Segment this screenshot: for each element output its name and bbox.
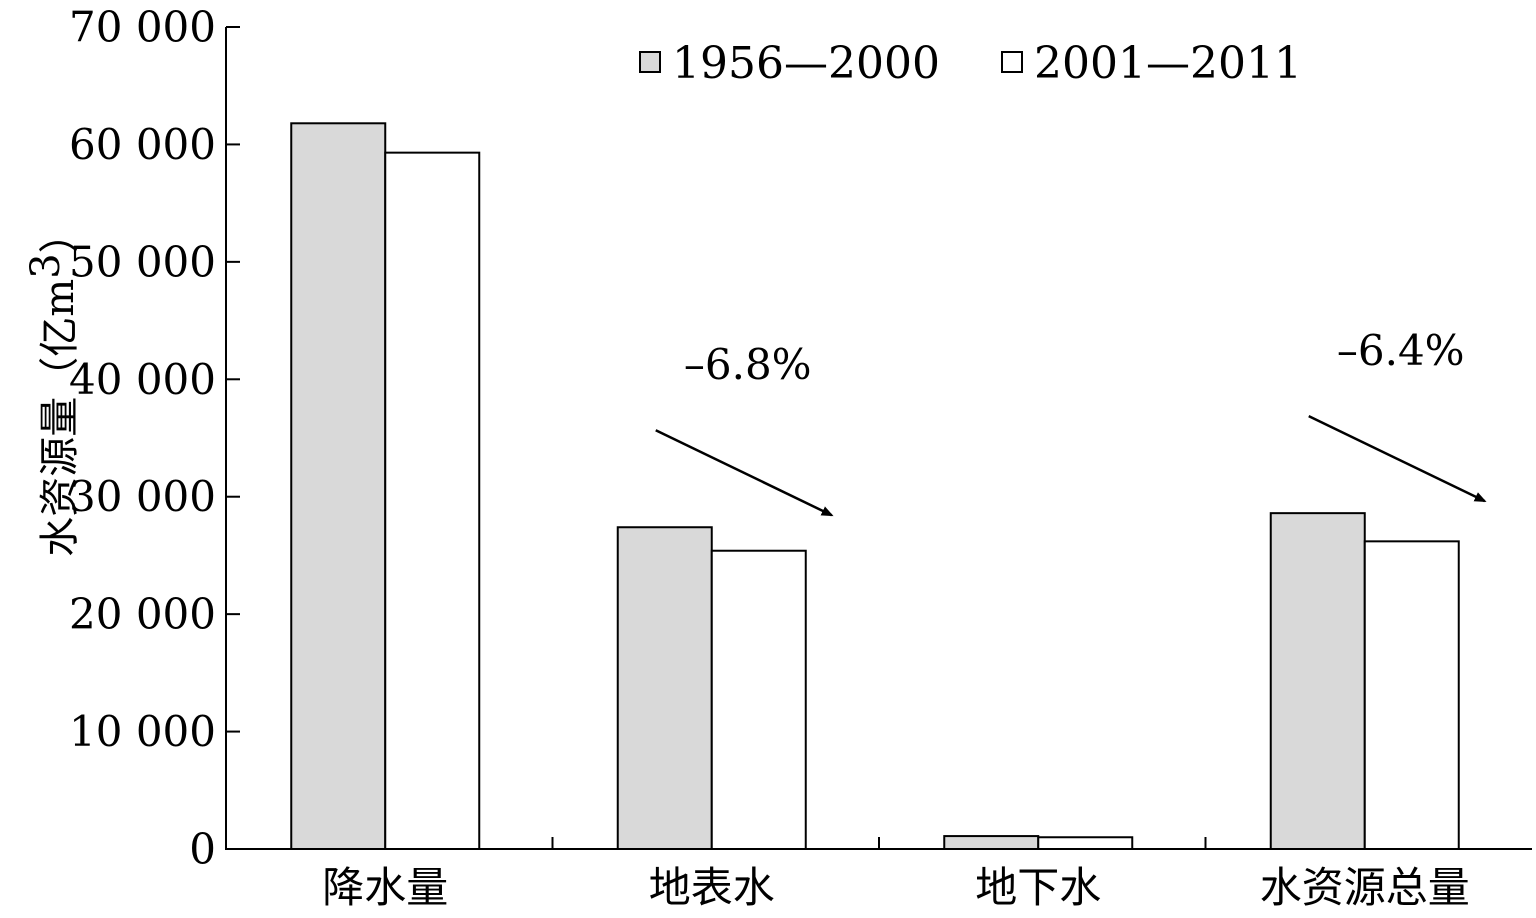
annotation-arrow-1	[655, 429, 834, 517]
y-tick-label: 10 000	[69, 707, 216, 756]
y-tick-label: 50 000	[69, 237, 216, 286]
bar-1-4	[1269, 512, 1366, 850]
annotation-label-2: –6.4%	[1337, 326, 1465, 375]
y-axis-label-unit-superscript: 3	[23, 253, 69, 278]
bar-2-1	[384, 151, 481, 851]
y-axis-label-main: 水资源量	[37, 397, 83, 557]
svg-text:水资源量（亿m3）: 水资源量（亿m3）	[23, 213, 83, 556]
bars-layer	[290, 122, 1460, 851]
bar-2-3	[1037, 836, 1134, 850]
x-tick-label: 地表水	[649, 863, 775, 912]
annotation-arrow-2	[1308, 415, 1487, 503]
y-tick-label: 20 000	[69, 590, 216, 639]
y-tick-label: 60 000	[69, 120, 216, 169]
y-tick-label: 70 000	[69, 3, 216, 52]
y-tick-label: 0	[189, 825, 216, 874]
bar-1-3	[943, 835, 1040, 851]
legend-swatch-series-1	[639, 51, 661, 73]
legend-label-series-1: 1956—2000	[672, 38, 940, 89]
legend-label-series-2: 2001—2011	[1034, 38, 1302, 89]
y-tick-label: 40 000	[69, 355, 216, 404]
annotations-layer: –6.8% –6.4%	[655, 326, 1487, 517]
bar-2-2	[710, 549, 807, 851]
bar-1-1	[290, 122, 387, 850]
annotation-label-1: –6.8%	[684, 340, 812, 389]
ticks-layer: 0 10 000 20 000 30 000 40 000 50 000 60 000 70 …	[69, 3, 1470, 913]
bar-1-2	[616, 526, 713, 850]
x-tick-label: 地下水	[975, 863, 1101, 912]
legend: 1956—2000 2001—2011	[639, 38, 1302, 89]
x-tick-label: 降水量	[322, 863, 448, 912]
bar-2-4	[1363, 540, 1460, 851]
x-tick-label: 水资源总量	[1260, 863, 1470, 912]
y-axis-label-unit-close: ）	[37, 213, 83, 253]
y-tick-label: 30 000	[69, 472, 216, 521]
y-axis-label-unit: （亿m	[37, 279, 83, 397]
y-axis-label: 水资源量（亿m3）	[23, 213, 83, 556]
legend-swatch-series-2	[1001, 51, 1023, 73]
